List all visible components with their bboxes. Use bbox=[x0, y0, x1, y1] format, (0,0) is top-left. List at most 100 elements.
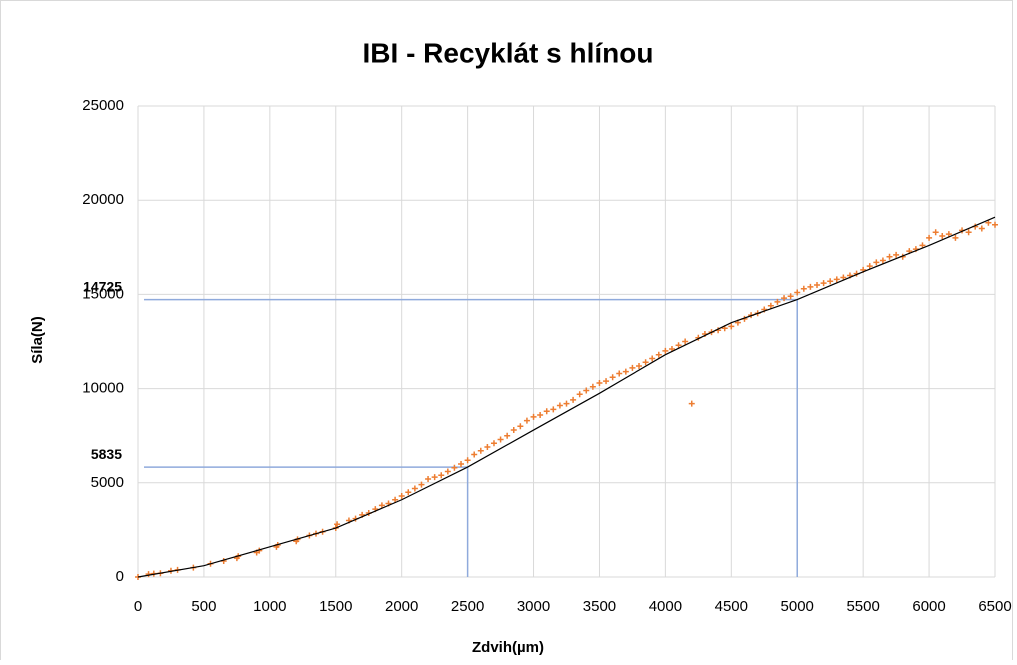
data-point bbox=[609, 374, 616, 381]
data-point bbox=[444, 468, 451, 475]
data-point bbox=[550, 406, 557, 413]
data-point bbox=[814, 281, 821, 288]
data-point bbox=[622, 368, 629, 375]
x-tick-label: 1000 bbox=[253, 598, 286, 615]
data-point bbox=[589, 383, 596, 390]
data-point bbox=[800, 285, 807, 292]
data-point bbox=[431, 474, 438, 481]
data-point bbox=[334, 521, 341, 528]
data-point bbox=[616, 370, 623, 377]
data-point bbox=[570, 396, 577, 403]
data-point bbox=[992, 221, 998, 228]
data-point bbox=[523, 417, 530, 424]
y-tick-label: 15000 bbox=[82, 285, 124, 302]
x-tick-label: 6500 bbox=[978, 598, 1011, 615]
x-tick-label: 3000 bbox=[517, 598, 550, 615]
data-point bbox=[583, 387, 590, 394]
data-point bbox=[484, 444, 491, 451]
data-point bbox=[636, 362, 643, 369]
data-point bbox=[952, 234, 959, 241]
data-point bbox=[655, 351, 662, 358]
data-point bbox=[827, 278, 834, 285]
y-tick-label: 25000 bbox=[82, 97, 124, 114]
data-point bbox=[642, 359, 649, 366]
data-point bbox=[866, 263, 873, 270]
data-point bbox=[458, 460, 465, 467]
x-tick-label: 6000 bbox=[912, 598, 945, 615]
data-point bbox=[464, 457, 471, 464]
data-point bbox=[879, 257, 886, 264]
data-point bbox=[438, 472, 445, 479]
data-point bbox=[418, 481, 425, 488]
data-point bbox=[662, 347, 669, 354]
x-tick-label: 5000 bbox=[781, 598, 814, 615]
data-point bbox=[873, 259, 880, 266]
data-point bbox=[471, 451, 478, 458]
x-tick-label: 1500 bbox=[319, 598, 352, 615]
trend-line bbox=[137, 216, 996, 578]
data-point bbox=[145, 571, 152, 578]
data-point bbox=[787, 293, 794, 300]
data-point bbox=[537, 411, 544, 418]
data-point bbox=[543, 408, 550, 415]
data-point bbox=[794, 289, 801, 296]
annotation-label: 5835 bbox=[91, 446, 122, 462]
data-point bbox=[939, 232, 946, 239]
data-point bbox=[675, 342, 682, 349]
data-point bbox=[965, 229, 972, 236]
y-tick-label: 5000 bbox=[91, 474, 124, 491]
data-point bbox=[774, 298, 781, 305]
data-point bbox=[629, 364, 636, 371]
data-point bbox=[576, 391, 583, 398]
data-point bbox=[378, 502, 385, 509]
x-tick-label: 0 bbox=[134, 598, 142, 615]
x-axis-label: Zdvih(µm) bbox=[472, 639, 544, 656]
data-point bbox=[517, 423, 524, 430]
data-point bbox=[781, 295, 788, 302]
data-point bbox=[398, 492, 405, 499]
data-point bbox=[510, 427, 517, 434]
data-point bbox=[596, 379, 603, 386]
x-tick-label: 4500 bbox=[715, 598, 748, 615]
data-point bbox=[985, 219, 992, 226]
data-point bbox=[728, 323, 735, 330]
data-point bbox=[504, 432, 511, 439]
data-point bbox=[451, 464, 458, 471]
x-tick-label: 2500 bbox=[451, 598, 484, 615]
data-point bbox=[840, 274, 847, 281]
data-point bbox=[649, 355, 656, 362]
data-point bbox=[556, 402, 563, 409]
data-point bbox=[688, 400, 695, 407]
data-point bbox=[820, 280, 827, 287]
x-tick-label: 500 bbox=[191, 598, 216, 615]
data-point bbox=[425, 476, 432, 483]
data-point bbox=[477, 447, 484, 454]
y-tick-label: 10000 bbox=[82, 380, 124, 397]
y-tick-label: 20000 bbox=[82, 191, 124, 208]
data-point bbox=[978, 225, 985, 232]
data-point bbox=[405, 489, 412, 496]
data-point bbox=[497, 436, 504, 443]
data-point bbox=[530, 413, 537, 420]
data-point bbox=[767, 302, 774, 309]
y-axis-label: Síla(N) bbox=[29, 316, 46, 364]
x-tick-label: 2000 bbox=[385, 598, 418, 615]
data-point bbox=[682, 338, 689, 345]
data-point bbox=[392, 496, 399, 503]
data-point bbox=[886, 253, 893, 260]
data-point bbox=[603, 378, 610, 385]
annotation-label: 14725 bbox=[83, 278, 122, 294]
data-point bbox=[833, 276, 840, 283]
x-tick-label: 5500 bbox=[846, 598, 879, 615]
data-point bbox=[490, 440, 497, 447]
x-tick-label: 4000 bbox=[649, 598, 682, 615]
y-tick-label: 0 bbox=[116, 568, 124, 585]
data-point bbox=[563, 400, 570, 407]
data-point bbox=[807, 283, 814, 290]
chart-title: IBI - Recyklát s hlínou bbox=[363, 37, 654, 68]
data-point bbox=[411, 485, 418, 492]
data-point bbox=[932, 229, 939, 236]
data-point bbox=[926, 234, 933, 241]
